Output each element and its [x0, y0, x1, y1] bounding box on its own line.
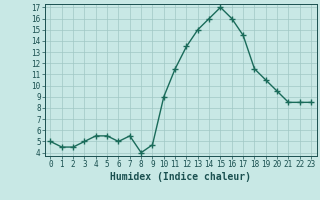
X-axis label: Humidex (Indice chaleur): Humidex (Indice chaleur): [110, 172, 251, 182]
